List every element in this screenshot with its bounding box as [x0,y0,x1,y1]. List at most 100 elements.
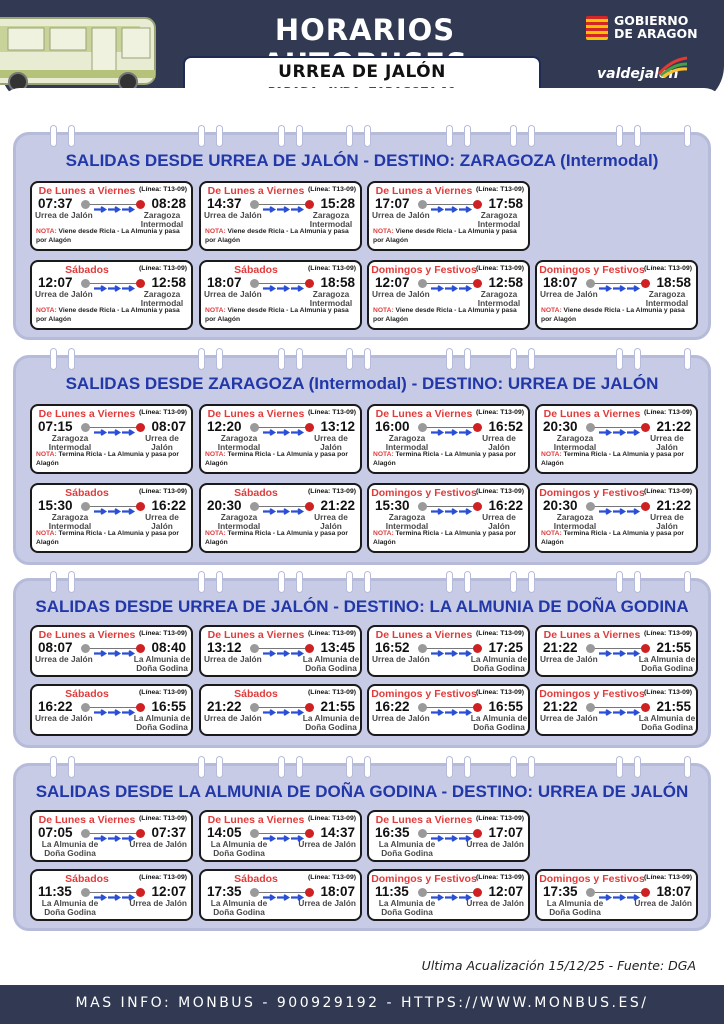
origin-label: La Almunia de Doña Godina [41,898,99,917]
section-title: SALIDAS DESDE ZARAGOZA (Intermodal) - DE… [16,374,708,394]
note-text: Termina Ricla - La Almunia y pasa por Al… [36,451,179,467]
binder-ring [510,125,517,147]
direction-arrows-icon [599,429,641,436]
arrival-time: 18:58 [656,275,691,290]
direction-arrows-icon [431,709,473,716]
destination-label: La Almunia de Doña Godina [302,654,360,673]
departure-time: 21:22 [207,699,242,714]
line-label: (Línea: T13-09) [139,689,187,696]
destination-label: Urrea de Jalón [129,898,187,908]
origin-label: Urrea de Jalón [204,713,262,723]
line-label: (Línea: T13-09) [476,630,524,637]
direction-arrows-icon [94,650,136,657]
aragon-flag-icon [586,16,608,40]
arrival-time: 12:58 [488,275,523,290]
origin-dot-icon [250,423,259,432]
days-label: Sábados [65,487,109,499]
arrival-time: 21:22 [656,498,691,513]
days-label: De Lunes a Viernes [207,408,305,420]
note-text: Termina Ricla - La Almunia y pasa por Al… [373,451,516,467]
origin-label: Urrea de Jalón [35,654,93,664]
direction-arrows-icon [94,429,136,436]
origin-dot-icon [81,423,90,432]
note-label: NOTA: [205,307,226,314]
origin-dot-icon [418,200,427,209]
origin-label: Zaragoza Intermodal [217,433,261,452]
destination-dot-icon [641,644,650,653]
route-line [256,283,308,284]
schedule-card: De Lunes a Viernes (Línea: T13-09) 07:37 08… [30,181,193,251]
schedule-card: Domingos y Festivos (Línea: T13-09) 16:22 1… [367,684,530,736]
origin-dot-icon [418,644,427,653]
origin-label: Urrea de Jalón [372,210,430,220]
schedule-card: De Lunes a Viernes (Línea: T13-09) 08:07 08… [30,625,193,677]
route-line [256,707,308,708]
binder-rings [16,756,708,780]
direction-arrows-icon [599,508,641,515]
destination-label: Urrea de Jalón [650,433,684,452]
schedule-card: Domingos y Festivos (Línea: T13-09) 12:07 1… [367,260,530,330]
line-label: (Línea: T13-09) [139,265,187,272]
schedule-card: Sábados (Línea: T13-09) 18:07 18:58 Urrea de… [199,260,362,330]
origin-dot-icon [250,644,259,653]
schedule-card: De Lunes a Viernes (Línea: T13-09) 20:30 21… [535,404,698,474]
note-text: Viene desde Ricla - La Almunia y pasa po… [205,228,349,244]
origin-dot-icon [586,888,595,897]
destination-label: Urrea de Jalón [482,512,516,531]
route-line [592,427,644,428]
days-label: De Lunes a Viernes [207,629,305,641]
binder-ring [528,756,535,778]
destination-label: La Almunia de Doña Godina [470,654,528,673]
line-label: (Línea: T13-09) [308,874,356,881]
binder-ring [684,348,691,370]
note-text: Viene desde Ricla - La Almunia y pasa po… [36,228,180,244]
days-label: De Lunes a Viernes [543,629,641,641]
arrival-time: 16:22 [488,498,523,513]
departure-time: 11:35 [375,884,409,899]
schedule-card: Domingos y Festivos (Línea: T13-09) 20:30 2… [535,483,698,553]
line-label: (Línea: T13-09) [308,630,356,637]
schedule-card: De Lunes a Viernes (Línea: T13-09) 16:00 16… [367,404,530,474]
line-label: (Línea: T13-09) [644,488,692,495]
binder-ring [634,571,641,593]
departure-time: 07:05 [38,825,73,840]
departure-time: 15:30 [38,498,73,513]
origin-label: Urrea de Jalón [540,289,598,299]
note-label: NOTA: [205,530,226,537]
note-text: Termina Ricla - La Almunia y pasa por Al… [36,530,179,546]
origin-dot-icon [250,888,259,897]
direction-arrows-icon [94,206,136,213]
destination-dot-icon [136,423,145,432]
days-label: Sábados [234,688,278,700]
binder-ring [510,348,517,370]
destination-label: Urrea de Jalón [298,839,356,849]
departure-time: 16:22 [38,699,73,714]
days-label: De Lunes a Viernes [207,814,305,826]
note: NOTA: Viene desde Ricla - La Almunia y p… [373,306,528,324]
binder-ring [198,571,205,593]
days-label: De Lunes a Viernes [207,185,305,197]
departure-time: 15:30 [375,498,410,513]
arrival-time: 13:12 [320,419,355,434]
binder-ring [364,125,371,147]
note: NOTA: Termina Ricla - La Almunia y pasa … [541,450,696,468]
binder-ring [616,571,623,593]
days-label: Domingos y Festivos [371,873,477,885]
direction-arrows-icon [431,650,473,657]
route-line [87,648,139,649]
line-label: (Línea: T13-09) [139,186,187,193]
destination-label: Zaragoza Intermodal [477,289,521,308]
line-label: (Línea: T13-09) [308,815,356,822]
line-label: (Línea: T13-09) [308,488,356,495]
note-label: NOTA: [373,530,394,537]
route-line [424,204,476,205]
departure-time: 17:07 [375,196,410,211]
line-label: (Línea: T13-09) [308,265,356,272]
line-label: (Línea: T13-09) [139,488,187,495]
header-curve [0,88,724,108]
binder-ring [198,348,205,370]
binder-ring [364,571,371,593]
binder-ring [216,571,223,593]
destination-dot-icon [641,423,650,432]
destination-dot-icon [473,200,482,209]
